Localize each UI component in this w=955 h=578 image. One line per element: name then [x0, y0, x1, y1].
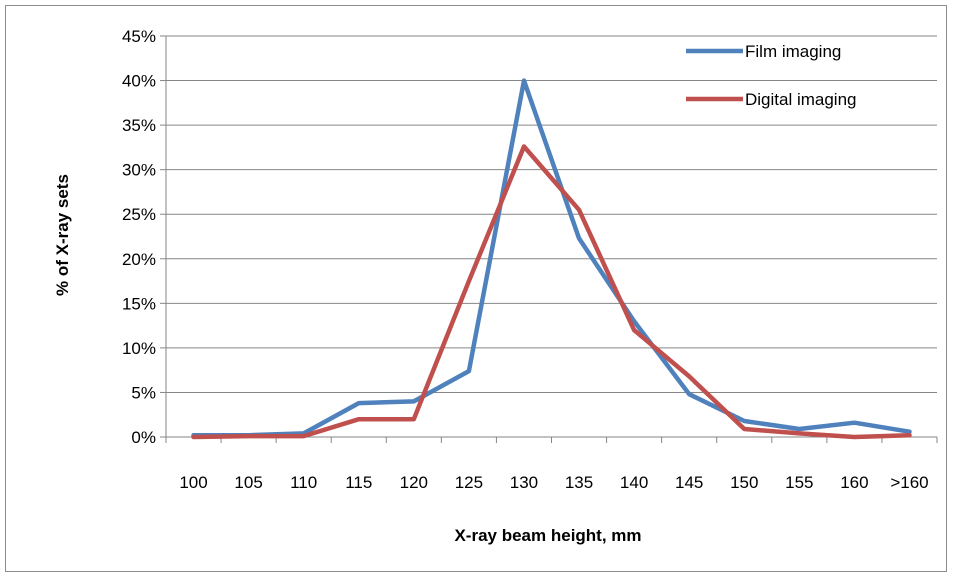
x-tick-label: 140 [620, 473, 648, 492]
x-tick-label: 155 [785, 473, 813, 492]
x-tick-label: 150 [730, 473, 758, 492]
x-tick-labels: 100 105 110 115 120 125 130 135 140 145 150 155 160 >… [179, 473, 928, 492]
legend-label: Digital imaging [745, 90, 857, 109]
x-tick-label: >160 [890, 473, 928, 492]
series-lines [191, 78, 912, 440]
y-tick-label: 5% [131, 383, 156, 402]
x-axis-title: X-ray beam height, mm [454, 526, 641, 545]
y-tick-labels: 0% 5% 10% 15% 20% 25% 30% 35% 40% 45% [122, 27, 156, 447]
x-tick-label: 115 [345, 473, 372, 492]
y-tick-label: 10% [122, 339, 156, 358]
y-tick-label: 30% [122, 161, 156, 180]
x-tick-label: 135 [565, 473, 593, 492]
y-tick-label: 25% [122, 205, 156, 224]
y-tick-label: 0% [131, 428, 156, 447]
series-line [191, 78, 912, 438]
chart-frame [5, 5, 947, 572]
y-axis-title: % of X-ray sets [53, 174, 72, 296]
y-tick-label: 40% [122, 72, 156, 91]
y-tick-label: 35% [122, 116, 156, 135]
x-tick-label: 105 [234, 473, 262, 492]
x-tick-label: 120 [400, 473, 428, 492]
y-tick-label: 45% [122, 27, 156, 46]
legend-label: Film imaging [745, 42, 841, 61]
y-tick-label: 20% [122, 250, 156, 269]
x-tick-label: 145 [675, 473, 703, 492]
x-tick-label: 110 [290, 473, 317, 492]
x-tick-label: 160 [840, 473, 868, 492]
x-tick-label: 125 [455, 473, 483, 492]
x-tick-label: 130 [510, 473, 538, 492]
x-tick-label: 100 [179, 473, 207, 492]
legend: Film imaging Digital imaging [686, 42, 857, 109]
y-tick-label: 15% [122, 294, 156, 313]
series-line [191, 144, 912, 440]
